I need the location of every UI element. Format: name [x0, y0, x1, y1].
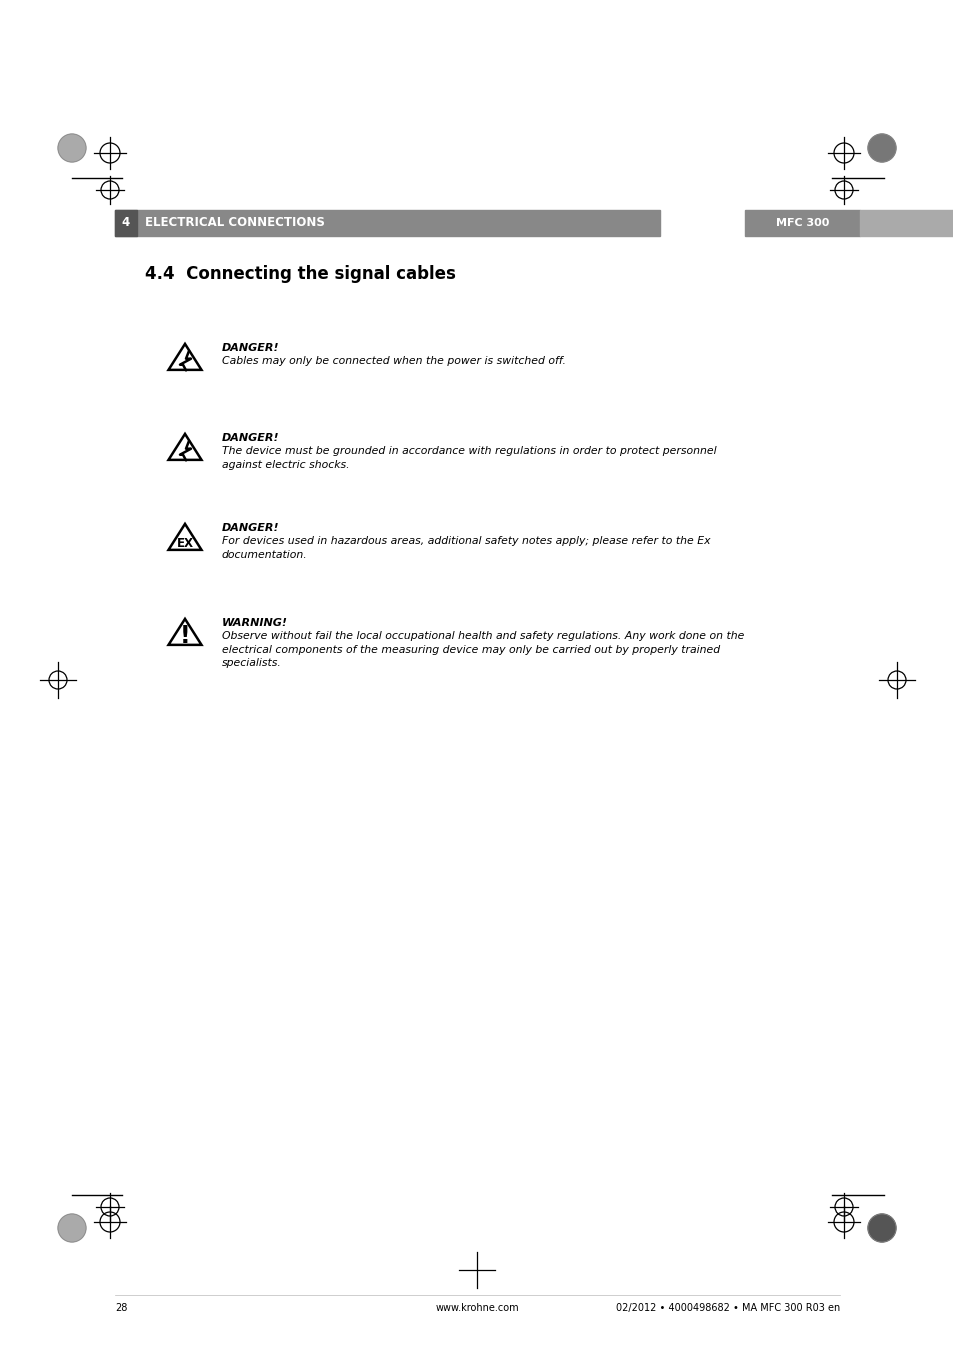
Circle shape — [867, 1214, 895, 1242]
Text: For devices used in hazardous areas, additional safety notes apply; please refer: For devices used in hazardous areas, add… — [222, 536, 710, 560]
Text: 4.4  Connecting the signal cables: 4.4 Connecting the signal cables — [145, 265, 456, 284]
Text: 02/2012 • 4000498682 • MA MFC 300 R03 en: 02/2012 • 4000498682 • MA MFC 300 R03 en — [615, 1303, 840, 1314]
Text: MFC 300: MFC 300 — [775, 217, 828, 228]
Circle shape — [58, 1214, 86, 1242]
Bar — [115, 211, 137, 236]
Text: Observe without fail the local occupational health and safety regulations. Any w: Observe without fail the local occupatio… — [222, 630, 743, 668]
Bar — [115, 211, 659, 236]
Text: DANGER!: DANGER! — [222, 433, 279, 443]
Text: www.krohne.com: www.krohne.com — [435, 1303, 518, 1314]
Circle shape — [867, 134, 895, 162]
Text: WARNING!: WARNING! — [222, 618, 288, 628]
Text: The device must be grounded in accordance with regulations in order to protect p: The device must be grounded in accordanc… — [222, 446, 716, 470]
Circle shape — [58, 134, 86, 162]
Text: DANGER!: DANGER! — [222, 343, 279, 352]
Text: !: ! — [179, 624, 190, 648]
Text: 28: 28 — [115, 1303, 128, 1314]
Bar — [859, 211, 953, 236]
Text: ELECTRICAL CONNECTIONS: ELECTRICAL CONNECTIONS — [145, 216, 325, 230]
Text: 4: 4 — [122, 216, 130, 230]
Text: DANGER!: DANGER! — [222, 522, 279, 533]
Text: EX: EX — [176, 536, 193, 549]
Bar — [744, 211, 859, 236]
Text: Cables may only be connected when the power is switched off.: Cables may only be connected when the po… — [222, 356, 565, 366]
